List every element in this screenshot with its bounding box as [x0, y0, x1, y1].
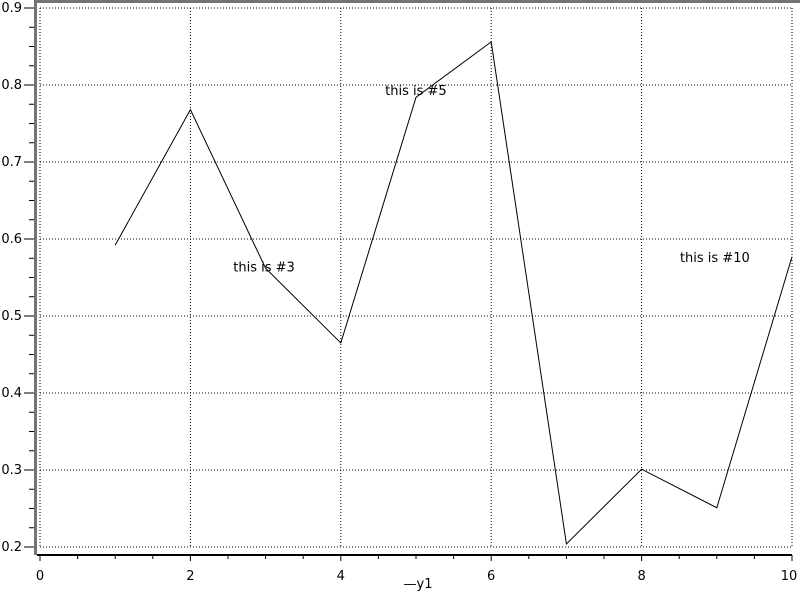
annotation-label: this is #5: [385, 84, 447, 99]
annotation-label: this is #3: [233, 260, 295, 275]
y-tick-label: 0.2: [1, 540, 22, 555]
y-tick-label: 0.5: [1, 309, 22, 324]
y-tick-label: 0.3: [1, 463, 22, 478]
x-tick-label: 6: [487, 569, 495, 584]
x-tick-label: 4: [337, 569, 345, 584]
legend-label: —y1: [403, 577, 433, 592]
y-tick-label: 0.9: [1, 1, 22, 16]
y-tick-label: 0.6: [1, 232, 22, 247]
x-tick-label: 0: [36, 569, 44, 584]
plot-border-top: [34, 0, 800, 3]
x-tick-label: 2: [186, 569, 194, 584]
x-tick-label: 8: [637, 569, 645, 584]
annotation-label: this is #10: [680, 251, 750, 266]
data-line-y1: [114, 40, 793, 545]
y-tick-label: 0.8: [1, 78, 22, 93]
plot-border-left: [34, 0, 37, 555]
y-tick-label: 0.4: [1, 386, 22, 401]
x-tick-label: 10: [781, 569, 798, 584]
y-tick-label: 0.7: [1, 155, 22, 170]
